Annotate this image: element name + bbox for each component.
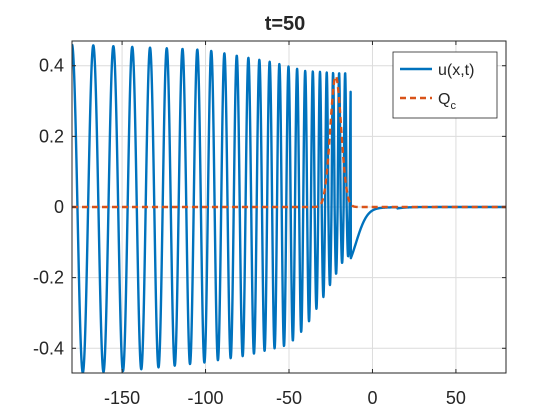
y-axis-ticks: -0.4 -0.2 0 0.2 0.4 (33, 56, 506, 358)
chart-title: t=50 (265, 13, 306, 35)
x-tick-label: -100 (188, 388, 224, 408)
y-tick-label: -0.4 (33, 338, 64, 358)
legend-label-qc: Qc (438, 91, 456, 112)
y-tick-label: 0 (54, 197, 64, 217)
legend-label-qc-main: Q (438, 91, 450, 108)
legend: u(x,t) Qc (392, 51, 498, 119)
legend-label-u: u(x,t) (438, 62, 474, 79)
y-tick-label: 0.4 (39, 56, 64, 76)
x-axis-ticks: -150 -100 -50 0 50 (104, 41, 466, 408)
series-line-qc (72, 74, 506, 209)
x-tick-label: 0 (367, 388, 377, 408)
x-tick-label: -150 (104, 388, 140, 408)
y-tick-label: 0.2 (39, 126, 64, 146)
y-tick-label: -0.2 (33, 268, 64, 288)
legend-box (392, 51, 498, 119)
x-tick-label: -50 (276, 388, 302, 408)
legend-label-qc-sub: c (450, 100, 456, 112)
x-tick-label: 50 (446, 388, 466, 408)
series-layer (72, 43, 506, 373)
